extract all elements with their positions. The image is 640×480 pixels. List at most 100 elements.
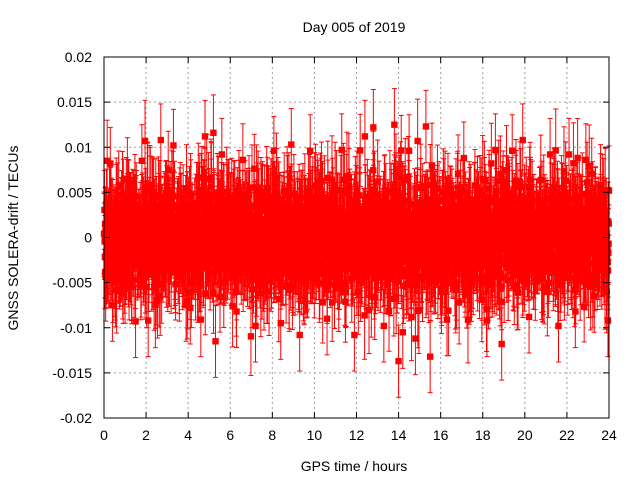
data-point — [328, 176, 336, 183]
data-point — [426, 353, 434, 360]
data-point — [124, 175, 131, 183]
data-point — [380, 322, 388, 330]
data-point — [321, 193, 328, 201]
data-point — [170, 142, 177, 149]
data-point — [296, 331, 303, 339]
data-point — [220, 279, 227, 286]
data-point — [335, 272, 343, 279]
data-point — [258, 272, 266, 279]
data-point — [331, 182, 339, 189]
data-point — [273, 189, 280, 197]
data-point — [333, 187, 340, 194]
data-point — [252, 322, 259, 330]
data-point — [184, 206, 191, 213]
data-point — [157, 136, 165, 144]
data-point — [361, 133, 369, 140]
data-point — [399, 329, 406, 336]
data-point — [582, 156, 590, 164]
data-point — [239, 156, 247, 164]
data-point — [247, 333, 255, 340]
data-point — [132, 318, 139, 325]
data-point — [460, 154, 468, 162]
data-point — [125, 199, 133, 206]
data-point — [218, 151, 226, 158]
data-point — [316, 210, 323, 217]
data-point — [257, 290, 265, 297]
data-point — [264, 193, 271, 201]
data-point — [165, 167, 172, 174]
data-point — [257, 231, 264, 238]
data-point — [337, 187, 345, 195]
data-point — [270, 147, 278, 154]
data-point — [277, 320, 284, 327]
data-point — [311, 194, 318, 201]
data-point — [492, 146, 499, 154]
data-point — [318, 177, 325, 184]
data-point — [245, 191, 253, 198]
data-point — [147, 181, 154, 189]
data-point — [251, 165, 258, 172]
data-point — [519, 136, 526, 144]
data-point — [351, 331, 358, 339]
data-point — [331, 281, 338, 289]
data-point — [129, 200, 137, 208]
data-point — [342, 284, 350, 291]
data-point — [138, 157, 146, 164]
data-point — [113, 287, 120, 294]
data-point — [210, 290, 217, 297]
data-point — [303, 224, 310, 231]
data-point — [250, 268, 257, 276]
data-point — [296, 269, 303, 277]
data-point — [247, 225, 254, 233]
data-point — [443, 316, 451, 323]
data-point — [412, 335, 419, 342]
data-point — [319, 299, 326, 306]
data-point — [158, 280, 165, 288]
data-point — [290, 190, 298, 197]
data-point — [212, 338, 219, 345]
data-point — [546, 151, 554, 158]
data-point — [395, 357, 402, 365]
data-point — [144, 317, 152, 324]
data-point — [405, 147, 413, 155]
data-point — [141, 137, 149, 145]
data-point — [272, 253, 280, 261]
data-point — [565, 151, 573, 158]
data-point — [285, 189, 293, 196]
data-point — [128, 280, 135, 288]
data-point — [591, 292, 598, 300]
data-point — [103, 200, 110, 208]
data-point — [125, 261, 132, 268]
data-point — [275, 295, 282, 303]
data-point — [199, 218, 206, 225]
data-point — [311, 275, 318, 282]
data-point — [324, 283, 331, 290]
data-point — [200, 263, 207, 270]
data-point — [182, 301, 190, 309]
data-series — [100, 88, 613, 398]
data-point — [216, 293, 224, 300]
data-point — [143, 283, 150, 291]
data-point — [183, 185, 190, 192]
data-point — [370, 124, 377, 131]
data-point — [194, 278, 201, 285]
data-point — [288, 141, 295, 148]
data-point — [102, 273, 109, 280]
data-point — [195, 174, 202, 181]
data-point — [201, 133, 209, 140]
data-point — [130, 276, 138, 283]
data-point — [422, 123, 430, 130]
data-point — [248, 184, 256, 191]
data-point — [301, 194, 309, 201]
data-point — [525, 313, 533, 321]
data-point — [123, 195, 130, 202]
data-point — [338, 146, 345, 154]
data-point — [115, 182, 122, 189]
data-point — [203, 175, 210, 183]
data-point — [307, 147, 314, 155]
data-point — [509, 147, 516, 155]
data-point — [391, 121, 398, 128]
data-point — [214, 266, 222, 274]
data-point — [254, 184, 262, 191]
